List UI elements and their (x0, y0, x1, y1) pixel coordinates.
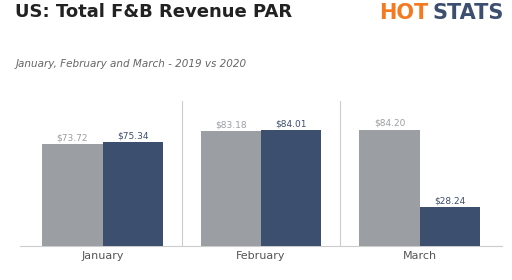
Bar (42, 144, 102, 246)
Text: $83.18: $83.18 (215, 120, 247, 129)
Bar (201, 131, 261, 246)
Text: STATS: STATS (433, 3, 504, 23)
Bar (359, 130, 420, 246)
Text: $84.20: $84.20 (374, 119, 405, 128)
Text: $73.72: $73.72 (57, 134, 88, 143)
Text: January, February and March - 2019 vs 2020: January, February and March - 2019 vs 20… (15, 59, 246, 69)
Bar (420, 207, 480, 246)
Text: $75.34: $75.34 (117, 131, 148, 140)
Bar (261, 130, 322, 246)
Text: US: Total F&B Revenue PAR: US: Total F&B Revenue PAR (15, 3, 292, 21)
Bar (102, 142, 163, 246)
Text: $84.01: $84.01 (275, 119, 307, 128)
Text: $28.24: $28.24 (434, 197, 465, 206)
Text: HOT: HOT (379, 3, 428, 23)
